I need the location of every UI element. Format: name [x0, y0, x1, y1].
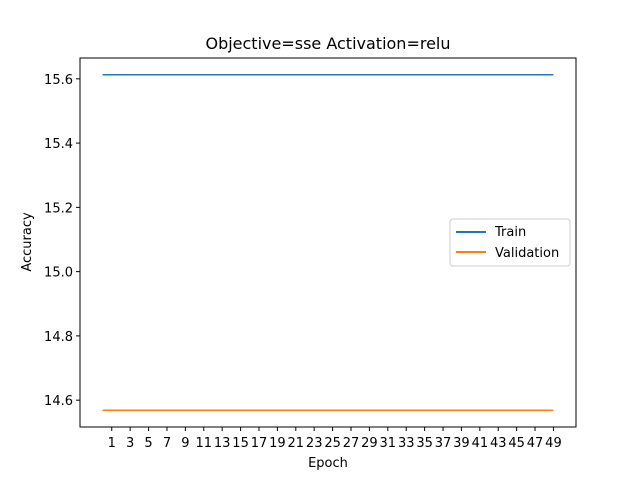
y-tick-label: 15.6: [44, 73, 73, 88]
x-tick-label: 25: [324, 436, 341, 451]
x-tick-label: 37: [435, 436, 452, 451]
plot-area: [79, 57, 577, 428]
x-tick-label: 49: [545, 436, 562, 451]
series-layer: [102, 74, 554, 411]
y-tick-label: 14.8: [44, 330, 73, 345]
x-tick-label: 27: [343, 436, 360, 451]
x-tick-label: 23: [306, 436, 323, 451]
x-tick-label: 17: [251, 436, 268, 451]
x-tick-label: 47: [527, 436, 544, 451]
legend: Train Validation: [449, 218, 571, 267]
legend-label-train: Train: [494, 225, 526, 240]
legend-frame: [449, 218, 571, 267]
x-tick-label: 21: [288, 436, 305, 451]
x-tick-label: 3: [126, 436, 134, 451]
x-tick-label: 39: [453, 436, 470, 451]
y-tick-label: 15.0: [44, 266, 73, 281]
plot-frame: [79, 57, 577, 428]
x-tick-label: 5: [144, 436, 152, 451]
x-tick-label: 15: [232, 436, 249, 451]
x-tick-label: 9: [181, 436, 189, 451]
x-tick-label: 29: [361, 436, 378, 451]
x-tick-label: 1: [108, 436, 116, 451]
x-tick-label: 7: [163, 436, 171, 451]
x-tick-label: 11: [195, 436, 212, 451]
y-tick-label: 15.4: [44, 137, 73, 152]
x-tick-label: 41: [472, 436, 489, 451]
x-tick-label: 13: [214, 436, 231, 451]
y-tick-label: 14.6: [44, 394, 73, 409]
x-tick-label: 33: [398, 436, 415, 451]
x-tick-label: 19: [269, 436, 286, 451]
y-axis-label: Accuracy: [20, 212, 35, 272]
x-tick-label: 35: [416, 436, 433, 451]
chart-title: Objective=sse Activation=relu: [205, 34, 450, 53]
y-axis-ticks: 14.6 14.8 15.0 15.2 15.4 15.6: [44, 73, 80, 409]
legend-label-validation: Validation: [495, 246, 559, 261]
x-tick-label: 43: [490, 436, 507, 451]
y-tick-label: 15.2: [44, 201, 73, 216]
x-axis-ticks: 1 3 5 7 9 11 13 15 17 19 21 23 25 27 29 31 33 35 37 39 41 43 4…: [108, 427, 562, 451]
x-axis-label: Epoch: [308, 456, 348, 471]
x-tick-label: 31: [380, 436, 397, 451]
x-tick-label: 45: [508, 436, 525, 451]
